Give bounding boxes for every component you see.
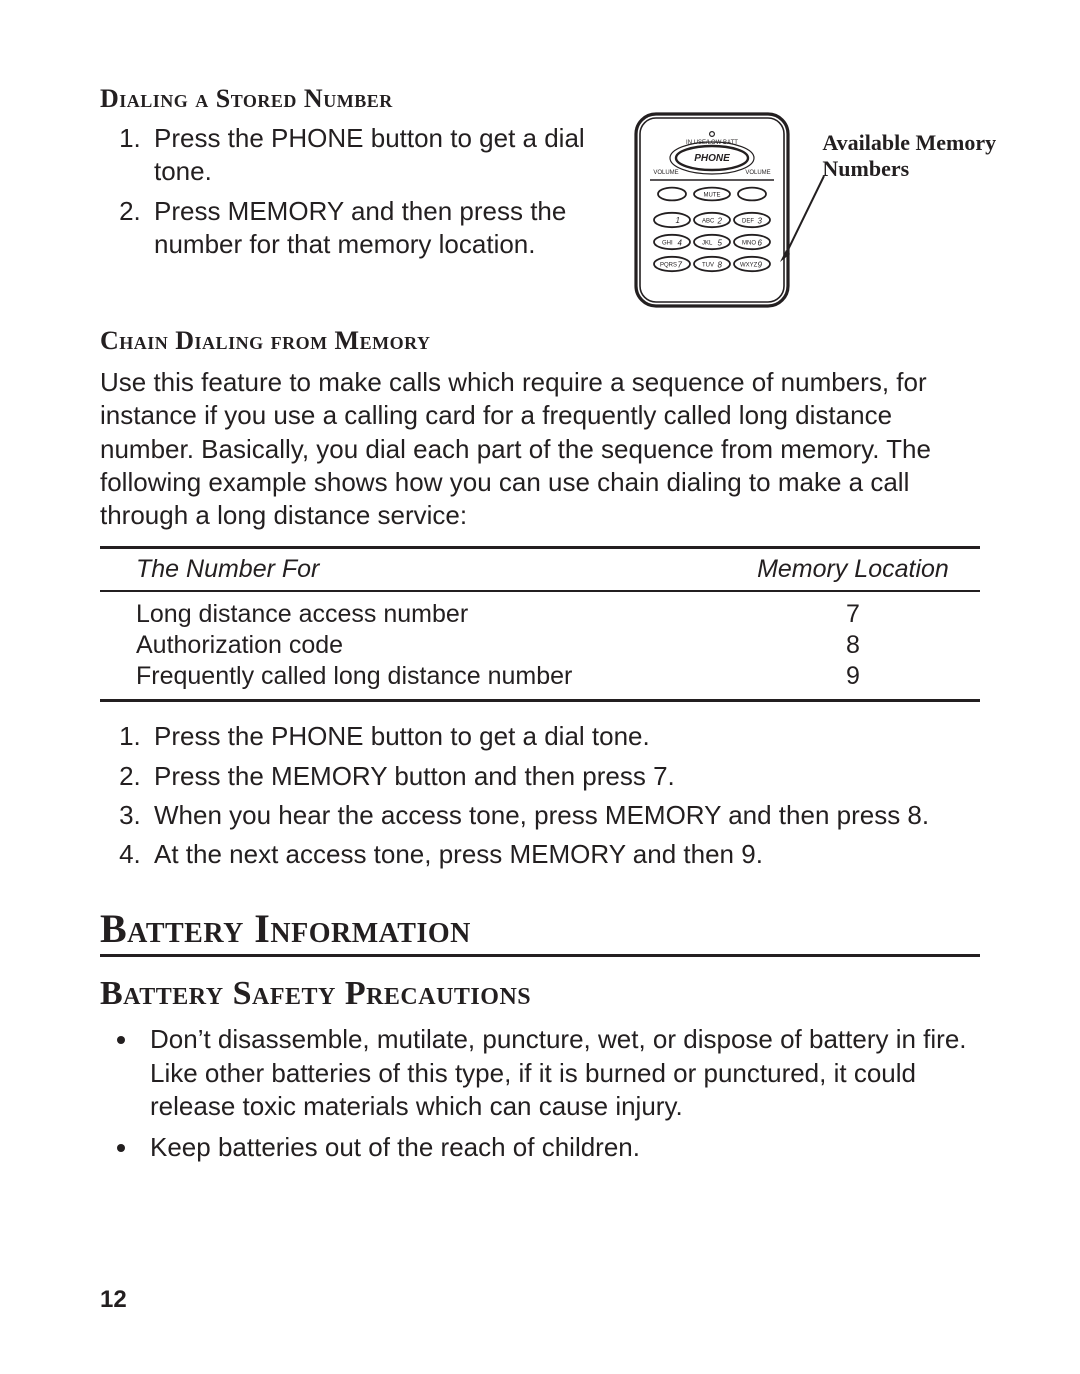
phone-button-label: PHONE	[695, 153, 731, 164]
mute-button-label: MUTE	[704, 193, 721, 199]
heading-dialing-stored-number: Dialing a Stored Number	[100, 84, 610, 114]
table-cell: 7	[726, 591, 980, 630]
phone-icon: IN USE/LOW BATT PHONE VOLUME VOLUME MUTE	[622, 110, 802, 310]
callout-available-memory-numbers: Available Memory Numbers	[822, 130, 1022, 183]
svg-text:ABC: ABC	[702, 218, 715, 224]
svg-text:5: 5	[718, 239, 723, 248]
heading-chain-dialing: Chain Dialing from Memory	[100, 326, 980, 356]
table-cell: 8	[726, 630, 980, 661]
list-item: Press the PHONE button to get a dial ton…	[148, 122, 610, 189]
table-cell: 9	[726, 661, 980, 701]
table-cell: Long distance access number	[100, 591, 726, 630]
svg-text:MNO: MNO	[742, 240, 756, 246]
phone-illustration: IN USE/LOW BATT PHONE VOLUME VOLUME MUTE	[622, 110, 992, 320]
list-item: Keep batteries out of the reach of child…	[140, 1131, 980, 1164]
battery-safety-bullets: Don’t disassemble, mutilate, puncture, w…	[100, 1023, 980, 1164]
table-cell: Authorization code	[100, 630, 726, 661]
list-item: Press the PHONE button to get a dial ton…	[148, 720, 980, 753]
svg-text:DEF: DEF	[742, 218, 754, 224]
svg-text:3: 3	[758, 217, 763, 226]
svg-text:WXYZ: WXYZ	[740, 262, 758, 268]
memory-location-table: The Number For Memory Location Long dist…	[100, 546, 980, 702]
heading-battery-safety-precautions: Battery Safety Precautions	[100, 975, 980, 1013]
table-header-number-for: The Number For	[100, 548, 726, 592]
list-item: At the next access tone, press MEMORY an…	[148, 838, 980, 871]
svg-text:6: 6	[758, 239, 763, 248]
list-item: Don’t disassemble, mutilate, puncture, w…	[140, 1023, 980, 1123]
table-row: Frequently called long distance number 9	[100, 661, 980, 701]
svg-text:4: 4	[678, 239, 683, 248]
list-item: Press the MEMORY button and then press 7…	[148, 760, 980, 793]
svg-text:1: 1	[676, 216, 680, 225]
volume-left-label: VOLUME	[654, 170, 679, 176]
svg-text:7: 7	[678, 261, 683, 270]
svg-text:8: 8	[718, 261, 723, 270]
table-row: Authorization code 8	[100, 630, 980, 661]
leader-line-icon	[780, 172, 840, 262]
svg-text:GHI: GHI	[662, 240, 673, 246]
dialing-stored-steps: Press the PHONE button to get a dial ton…	[100, 122, 610, 261]
svg-text:9: 9	[758, 261, 763, 270]
table-row: Long distance access number 7	[100, 591, 980, 630]
svg-text:JKL: JKL	[702, 240, 713, 246]
svg-text:TUV: TUV	[702, 262, 714, 268]
chain-dialing-intro: Use this feature to make calls which req…	[100, 366, 980, 532]
list-item: When you hear the access tone, press MEM…	[148, 799, 980, 832]
heading-battery-information: Battery Information	[100, 905, 980, 957]
table-cell: Frequently called long distance number	[100, 661, 726, 701]
svg-text:2: 2	[717, 217, 723, 226]
page-number: 12	[100, 1286, 127, 1314]
svg-text:PQRS: PQRS	[660, 262, 677, 268]
chain-dialing-steps: Press the PHONE button to get a dial ton…	[100, 720, 980, 871]
list-item: Press MEMORY and then press the number f…	[148, 195, 610, 262]
volume-right-label: VOLUME	[746, 170, 771, 176]
table-header-memory-location: Memory Location	[726, 548, 980, 592]
